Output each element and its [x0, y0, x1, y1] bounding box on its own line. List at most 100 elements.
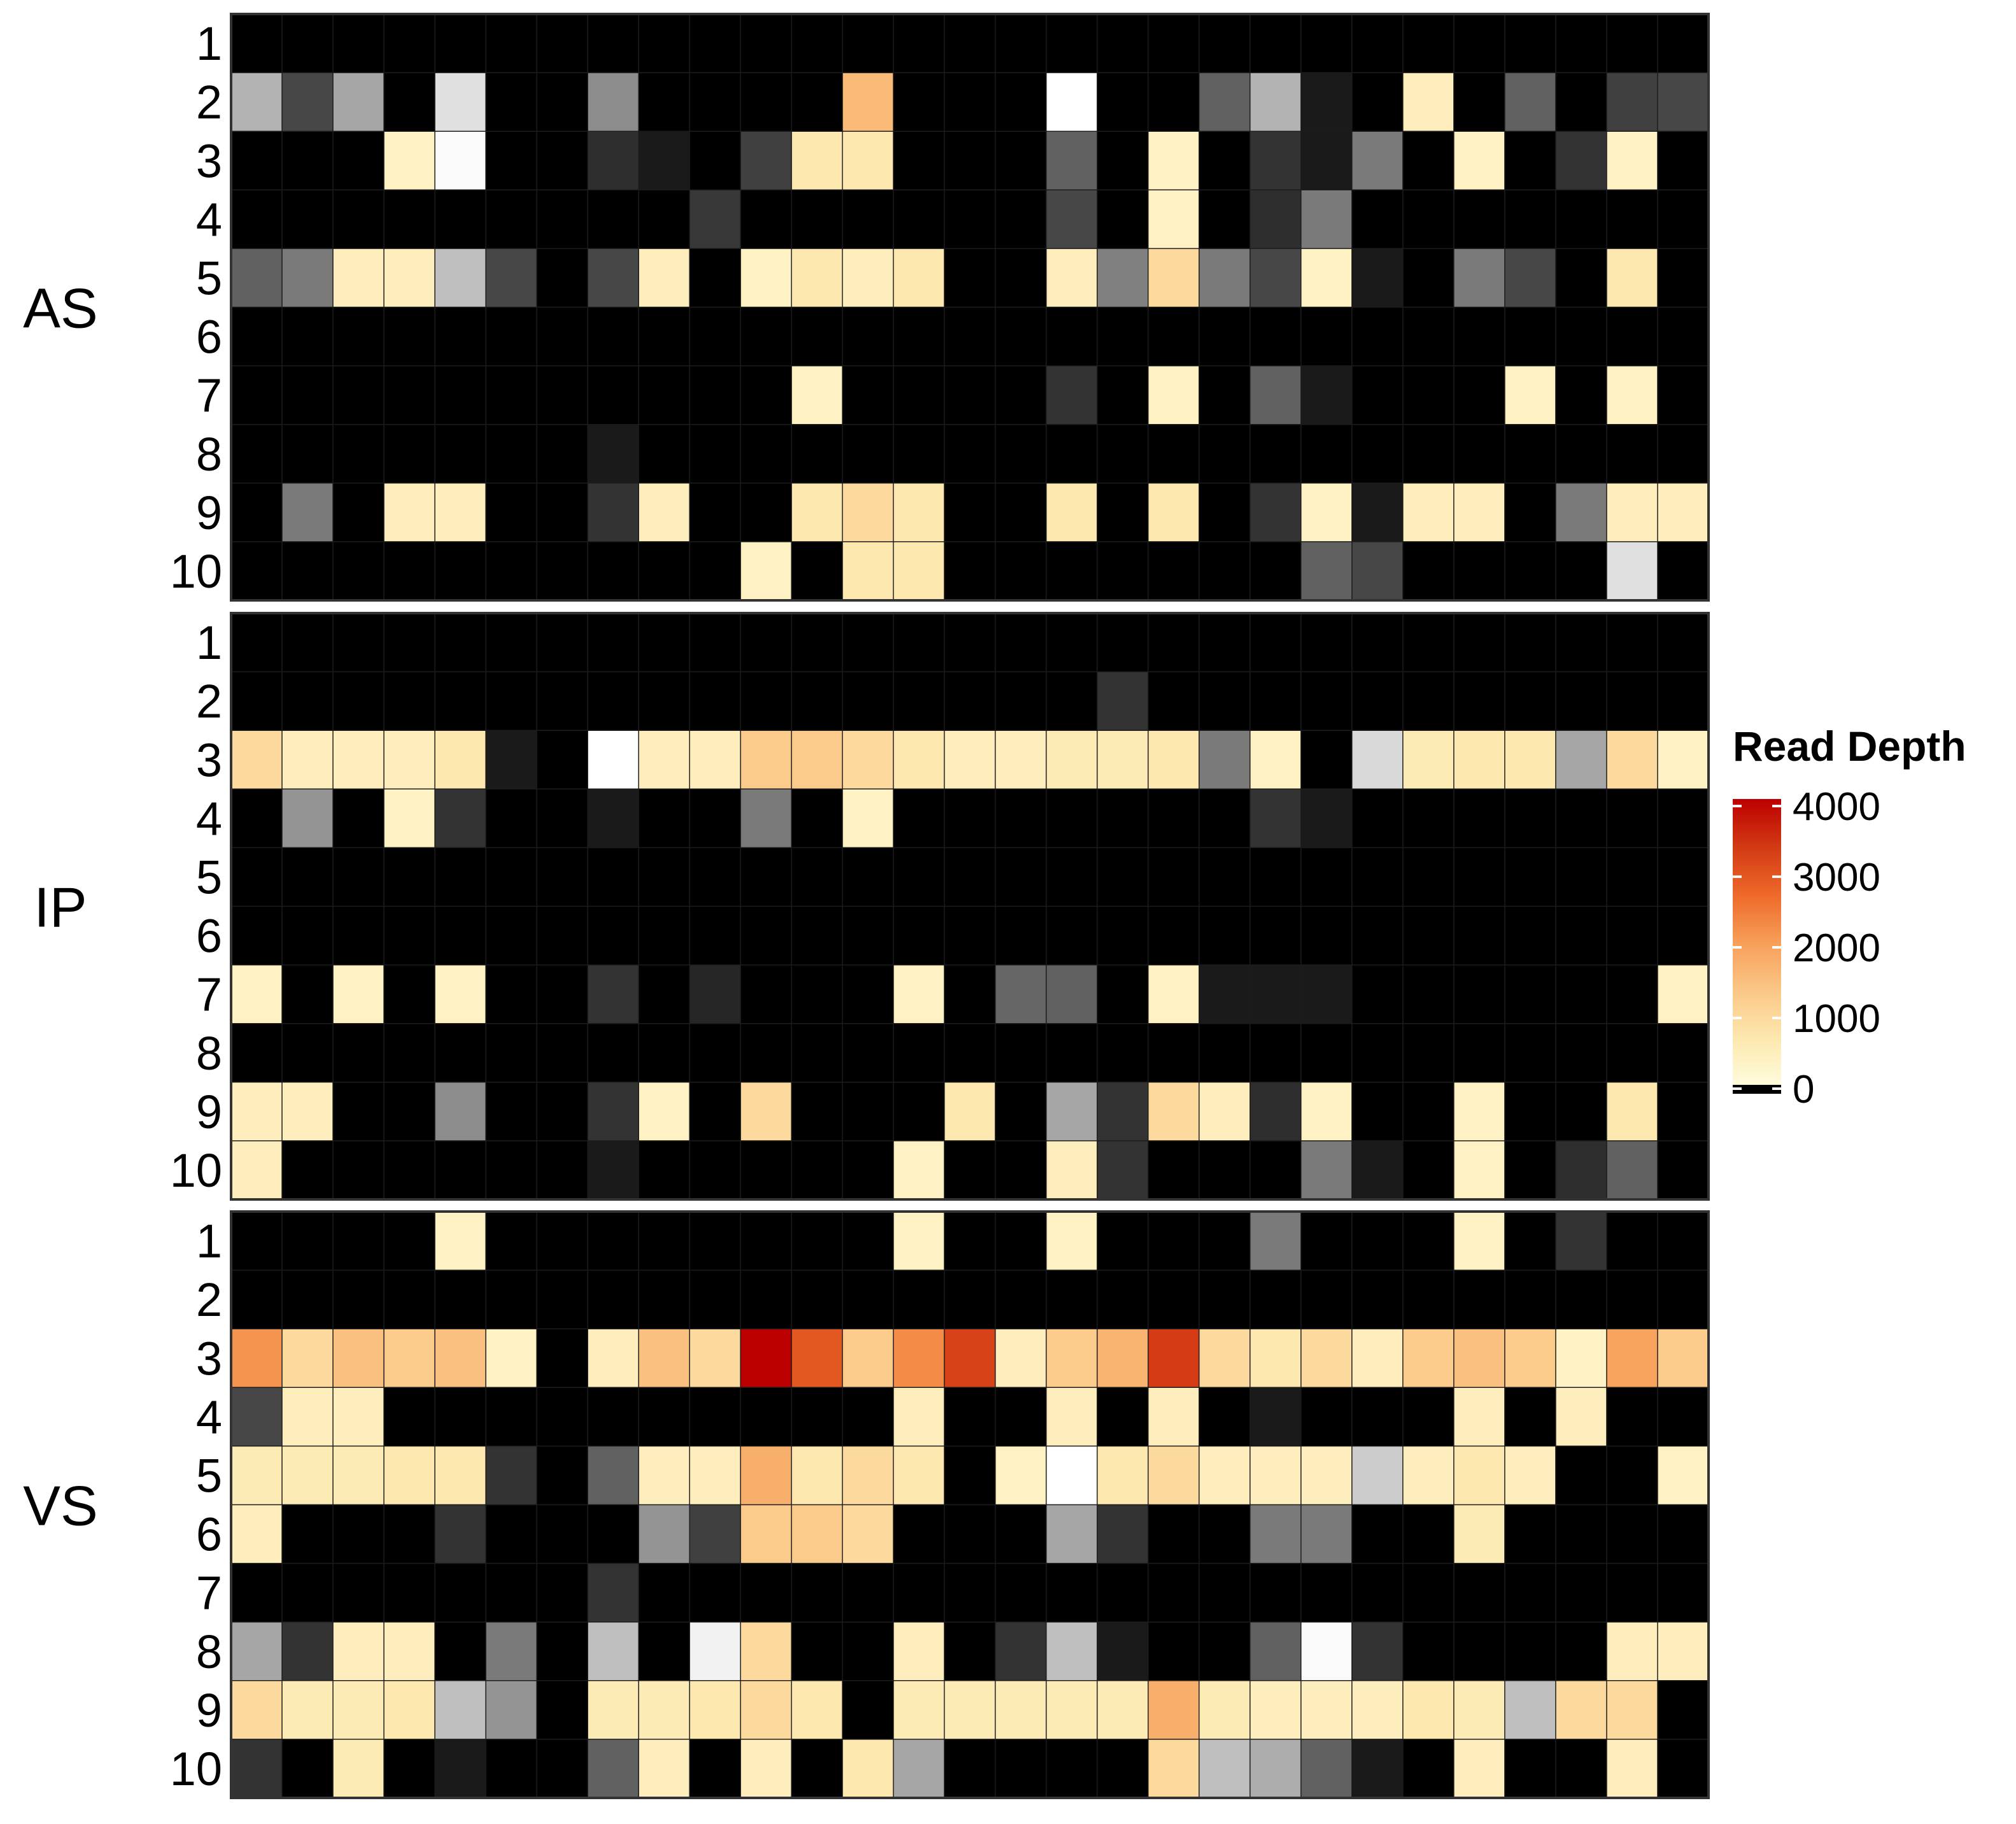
heatmap-cell — [689, 1023, 741, 1083]
heatmap-cell — [1097, 1680, 1149, 1740]
heatmap-cell — [588, 248, 639, 308]
heatmap-cell — [638, 307, 690, 367]
heatmap-cell — [1504, 1329, 1556, 1388]
heatmap-cell — [537, 1446, 588, 1506]
heatmap-cell — [537, 190, 588, 249]
heatmap-cell — [384, 1446, 435, 1506]
heatmap-cell — [842, 483, 894, 542]
heatmap-cell — [1199, 483, 1251, 542]
heatmap-cell — [638, 730, 690, 789]
heatmap-cell — [435, 131, 486, 190]
heatmap-cell — [1250, 73, 1302, 132]
heatmap-cell — [333, 965, 384, 1024]
heatmap-cell — [1250, 541, 1302, 601]
heatmap-cell — [791, 73, 843, 132]
heatmap-cell — [1351, 483, 1404, 542]
heatmap-cell — [944, 1140, 996, 1200]
legend: Read Depth 4000 3000 2000 1000 0 — [1733, 723, 1966, 1112]
heatmap-cell — [282, 73, 334, 132]
heatmap-cell — [588, 1023, 639, 1083]
heatmap-cell — [1504, 14, 1556, 73]
heatmap-cell — [1097, 1270, 1149, 1329]
heatmap-cell — [689, 541, 741, 601]
heatmap-cell — [1351, 613, 1404, 672]
heatmap-cell — [791, 1622, 843, 1681]
heatmap-cell — [435, 365, 486, 425]
heatmap-cell — [1148, 613, 1200, 672]
heatmap-cell — [1046, 1622, 1098, 1681]
heatmap-cell — [231, 190, 283, 249]
heatmap-cell — [1046, 483, 1098, 542]
heatmap-cell — [842, 1680, 894, 1740]
heatmap-cell — [1555, 1446, 1607, 1506]
heatmap-cell — [486, 1387, 537, 1446]
heatmap-cell — [231, 906, 283, 966]
heatmap-cell — [1555, 1023, 1607, 1083]
heatmap-cell — [740, 1023, 792, 1083]
heatmap-cell — [282, 1270, 334, 1329]
heatmap-cell — [1351, 1739, 1404, 1799]
row-label: 6 — [196, 910, 222, 963]
heatmap-cell — [638, 1680, 690, 1740]
heatmap-cell — [995, 965, 1047, 1024]
heatmap-cell — [1199, 365, 1251, 425]
heatmap-cell — [1657, 190, 1709, 249]
heatmap-cell — [944, 1563, 996, 1623]
heatmap-cell — [1657, 1329, 1709, 1388]
heatmap-cell — [1453, 131, 1505, 190]
heatmap-cell — [231, 73, 283, 132]
panel-label: IP — [34, 876, 87, 939]
heatmap-cell — [1453, 541, 1505, 601]
heatmap-cell — [1504, 1504, 1556, 1564]
heatmap-cell — [995, 1082, 1047, 1142]
heatmap-cell — [384, 965, 435, 1024]
legend-tick-label: 0 — [1793, 1068, 1814, 1112]
heatmap-cell — [740, 1387, 792, 1446]
heatmap-cell — [1402, 1680, 1455, 1740]
heatmap-cell — [1199, 1270, 1251, 1329]
heatmap-cell — [1199, 1680, 1251, 1740]
heatmap-cell — [1555, 672, 1607, 731]
heatmap-cell — [1148, 1140, 1200, 1200]
heatmap-cell — [1046, 73, 1098, 132]
heatmap-cell — [282, 672, 334, 731]
heatmap-cell — [842, 1082, 894, 1142]
heatmap-cell — [282, 307, 334, 367]
heatmap-cell — [1250, 730, 1302, 789]
heatmap-cell — [1504, 190, 1556, 249]
heatmap-cell — [995, 1270, 1047, 1329]
heatmap-cell — [944, 789, 996, 848]
heatmap-cell — [995, 672, 1047, 731]
heatmap-cell — [1148, 424, 1200, 484]
heatmap-cell — [1351, 73, 1404, 132]
row-label: 4 — [196, 193, 222, 246]
heatmap-cell — [1148, 906, 1200, 966]
heatmap-cell — [740, 1622, 792, 1681]
heatmap-cell — [333, 1140, 384, 1200]
row-label: 10 — [170, 1743, 222, 1795]
heatmap-cell — [1351, 541, 1404, 601]
heatmap-cell — [231, 1622, 283, 1681]
heatmap-cell — [435, 789, 486, 848]
heatmap-cell — [333, 1680, 384, 1740]
heatmap-cell — [842, 1270, 894, 1329]
heatmap-cell — [1555, 1329, 1607, 1388]
heatmap-cell — [1148, 14, 1200, 73]
heatmap-cell — [893, 1739, 945, 1799]
legend-colorbar — [1733, 799, 1781, 1089]
heatmap-cell — [1402, 1270, 1455, 1329]
heatmap-cell — [740, 1329, 792, 1388]
heatmap-cell — [333, 1446, 384, 1506]
heatmap-cell — [333, 307, 384, 367]
heatmap-cell — [740, 847, 792, 907]
heatmap-cell — [638, 1212, 690, 1271]
heatmap-cell — [944, 1622, 996, 1681]
heatmap-cell — [588, 131, 639, 190]
heatmap-cell — [231, 131, 283, 190]
heatmap-cell — [384, 906, 435, 966]
heatmap-cell — [893, 365, 945, 425]
heatmap-cell — [282, 1622, 334, 1681]
heatmap-cell — [638, 483, 690, 542]
heatmap-cell — [1453, 1212, 1505, 1271]
heatmap-cell — [1555, 1739, 1607, 1799]
